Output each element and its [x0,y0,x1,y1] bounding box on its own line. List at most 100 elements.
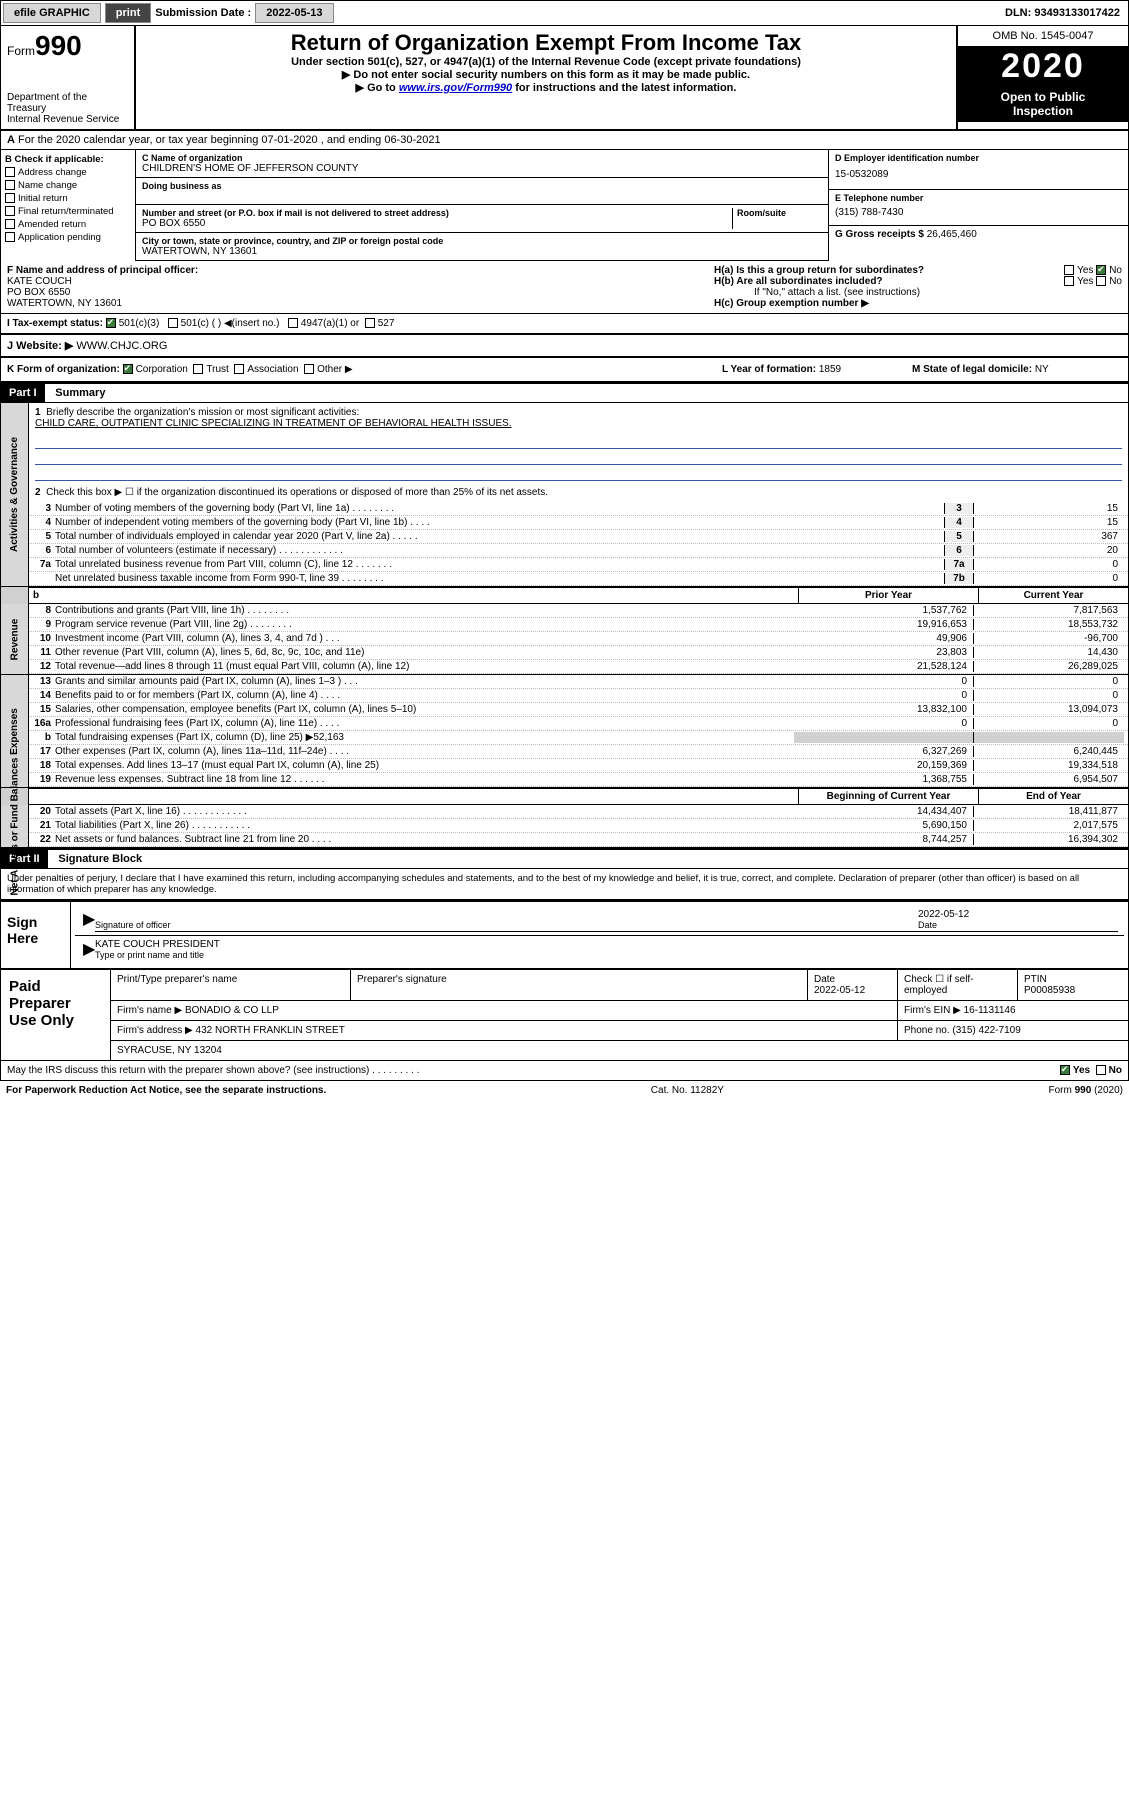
chk-assoc[interactable] [234,364,244,374]
form-header: Form990 Department of the Treasury Inter… [0,26,1129,129]
officer-addr2: WATERTOWN, NY 13601 [7,298,122,309]
self-employed: Check ☐ if self-employed [898,970,1018,1000]
dba-block: Doing business as [136,178,828,205]
summary-line: 3Number of voting members of the governi… [29,502,1128,516]
row-b-label: b [29,588,798,603]
tax-exempt-status: I Tax-exempt status: 501(c)(3) 501(c) ( … [1,314,708,333]
submission-label: Submission Date : [155,7,251,19]
tax-year: 2020 [958,47,1128,86]
opt-amended[interactable]: Amended return [5,219,131,230]
vlabel-netassets: Net Assets or Fund Balances [1,805,29,847]
org-name: CHILDREN'S HOME OF JEFFERSON COUNTY [142,163,822,174]
phone-value: (315) 788-7430 [835,203,1122,222]
ein-value: 15-0532089 [835,163,1122,186]
summary-line: 10Investment income (Part VIII, column (… [29,632,1128,646]
chk-4947[interactable] [288,318,298,328]
chk-501c[interactable] [168,318,178,328]
paid-preparer-label: Paid Preparer Use Only [1,970,111,1060]
summary-line: 13Grants and similar amounts paid (Part … [29,675,1128,689]
perjury-text: Under penalties of perjury, I declare th… [1,869,1128,899]
summary-line: 14Benefits paid to or for members (Part … [29,689,1128,703]
preparer-date: Date2022-05-12 [808,970,898,1000]
sign-here-label: Sign Here [1,902,71,968]
hdr-current-year: Current Year [978,588,1128,603]
sign-here-block: Sign Here ▶ Signature of officer 2022-05… [0,900,1129,969]
cat-no: Cat. No. 11282Y [651,1085,724,1096]
paid-preparer-block: Paid Preparer Use Only Print/Type prepar… [0,969,1129,1081]
summary-line: bTotal fundraising expenses (Part IX, co… [29,731,1128,745]
part2-header: Part II [1,850,48,868]
form-word: Form [7,44,35,58]
irs-link[interactable]: www.irs.gov/Form990 [399,82,512,94]
discuss-yes[interactable] [1060,1065,1070,1075]
opt-final-return[interactable]: Final return/terminated [5,206,131,217]
summary-line: 15Salaries, other compensation, employee… [29,703,1128,717]
form-number: 990 [35,30,82,61]
summary-line: 19Revenue less expenses. Subtract line 1… [29,773,1128,787]
form-page-ref: Form 990 (2020) [1049,1085,1123,1096]
summary-line: 6Total number of volunteers (estimate if… [29,544,1128,558]
street-address: PO BOX 6550 [142,218,732,229]
opt-name-change[interactable]: Name change [5,180,131,191]
year-formation: L Year of formation: 1859 [722,364,912,375]
vlabel-revenue: Revenue [1,604,29,674]
dept-irs: Internal Revenue Service [7,114,128,125]
part2: Part II Signature Block Under penalties … [0,850,1129,900]
open-inspection: Open to PublicInspection [958,86,1128,122]
sig-arrow-icon: ▶ [81,939,95,961]
ein-block: D Employer identification number 15-0532… [829,150,1128,190]
note-link: ▶ Go to www.irs.gov/Form990 for instruct… [142,81,950,94]
chk-527[interactable] [365,318,375,328]
summary-line: 7aTotal unrelated business revenue from … [29,558,1128,572]
line-a: A For the 2020 calendar year, or tax yea… [1,131,1128,150]
identity-block: A For the 2020 calendar year, or tax yea… [0,129,1129,384]
summary-line: 4Number of independent voting members of… [29,516,1128,530]
summary-line: 11Other revenue (Part VIII, column (A), … [29,646,1128,660]
firm-ein: 16-1131146 [964,1005,1016,1016]
summary-line: Net unrelated business taxable income fr… [29,572,1128,586]
page-footer: For Paperwork Reduction Act Notice, see … [0,1081,1129,1100]
discuss-row: May the IRS discuss this return with the… [1,1060,1128,1080]
part1-title: Summary [47,384,113,402]
summary-line: 16aProfessional fundraising fees (Part I… [29,717,1128,731]
sig-arrow-icon: ▶ [81,909,95,932]
summary-line: 20Total assets (Part X, line 16) . . . .… [29,805,1128,819]
chk-corp[interactable] [123,364,133,374]
firm-name: BONADIO & CO LLP [185,1005,279,1016]
part1: Part I Summary Activities & Governance 1… [0,384,1129,850]
state-domicile: M State of legal domicile: NY [912,364,1122,375]
opt-address-change[interactable]: Address change [5,167,131,178]
officer-name-title: KATE COUCH PRESIDENT [95,939,220,950]
sign-date: 2022-05-12 [918,909,969,920]
chk-other[interactable] [304,364,314,374]
print-button[interactable]: print [105,3,151,23]
efile-button[interactable]: efile GRAPHIC [3,3,101,23]
part2-title: Signature Block [50,850,150,868]
summary-line: 22Net assets or fund balances. Subtract … [29,833,1128,847]
note-ssn: ▶ Do not enter social security numbers o… [142,68,950,81]
part1-header: Part I [1,384,45,402]
form-subtitle: Under section 501(c), 527, or 4947(a)(1)… [142,56,950,68]
opt-initial-return[interactable]: Initial return [5,193,131,204]
summary-line: 17Other expenses (Part IX, column (A), l… [29,745,1128,759]
summary-line: 21Total liabilities (Part X, line 26) . … [29,819,1128,833]
summary-line: 18Total expenses. Add lines 13–17 (must … [29,759,1128,773]
gross-receipts: G Gross receipts $ 26,465,460 [829,226,1128,243]
opt-app-pending[interactable]: Application pending [5,232,131,243]
hdr-begin-year: Beginning of Current Year [798,789,978,804]
officer-addr1: PO BOX 6550 [7,287,70,298]
city-block: City or town, state or province, country… [136,233,828,261]
discuss-no[interactable] [1096,1065,1106,1075]
summary-line: 5Total number of individuals employed in… [29,530,1128,544]
org-name-block: C Name of organization CHILDREN'S HOME O… [136,150,828,178]
hdr-end-year: End of Year [978,789,1128,804]
address-block: Number and street (or P.O. box if mail i… [136,205,828,233]
chk-trust[interactable] [193,364,203,374]
firm-phone: (315) 422-7109 [952,1025,1020,1036]
website-value: WWW.CHJC.ORG [76,340,167,352]
chk-501c3[interactable] [106,318,116,328]
firm-addr1: 432 NORTH FRANKLIN STREET [196,1025,345,1036]
submission-date: 2022-05-13 [255,3,333,23]
ptin: PTINP00085938 [1018,970,1128,1000]
preparer-sig-hdr: Preparer's signature [351,970,808,1000]
